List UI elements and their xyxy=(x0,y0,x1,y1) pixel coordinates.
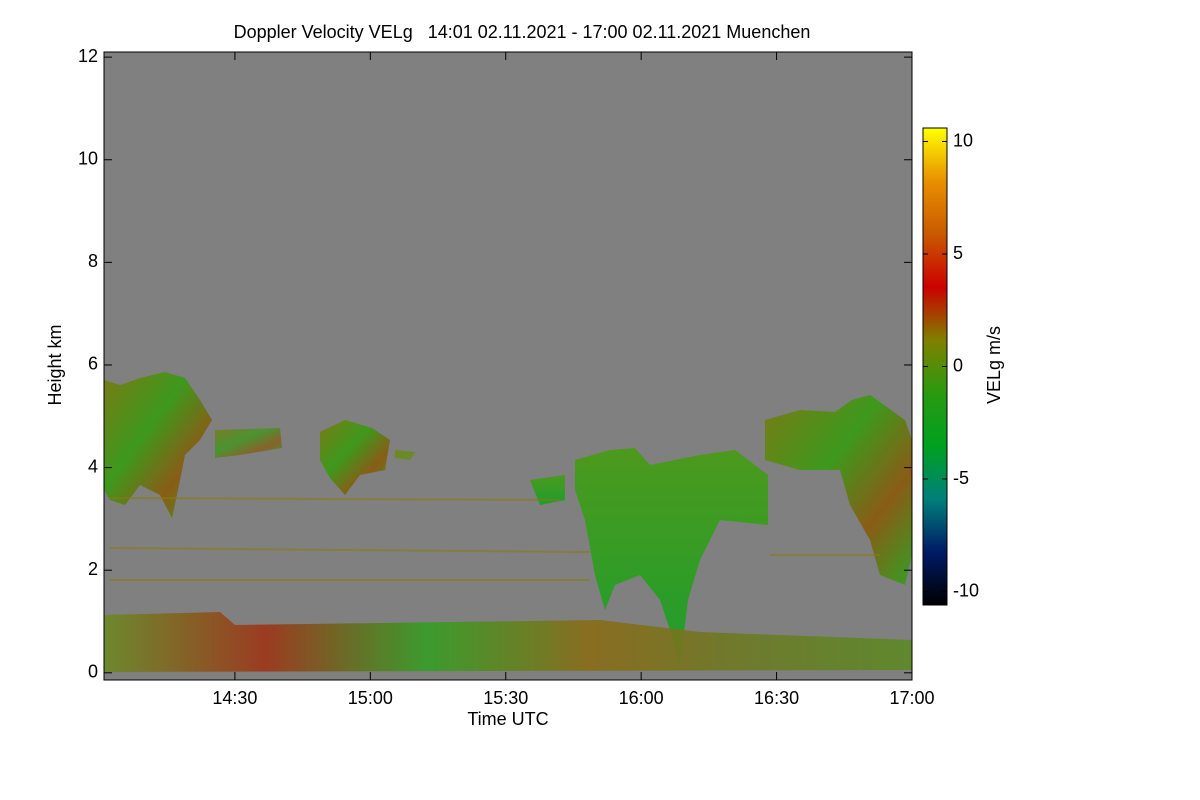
y-tick-label: 4 xyxy=(88,456,98,476)
y-tick-label: 8 xyxy=(88,251,98,271)
x-tick-label: 16:30 xyxy=(754,688,799,708)
plot-frame xyxy=(103,51,913,681)
y-tick-label: 2 xyxy=(88,559,98,579)
plot-background xyxy=(104,52,912,680)
x-tick-label: 14:30 xyxy=(212,688,257,708)
x-tick-label: 16:00 xyxy=(619,688,664,708)
x-tick-label: 17:00 xyxy=(889,688,934,708)
colorbar-tick-label: -5 xyxy=(953,468,969,488)
chart-title: Doppler Velocity VELg 14:01 02.11.2021 -… xyxy=(234,22,811,42)
echo-field xyxy=(104,372,912,672)
colorbar-tick-label: 0 xyxy=(953,355,963,375)
y-tick-label: 0 xyxy=(88,662,98,682)
y-tick-label: 10 xyxy=(78,148,98,168)
colorbar-tick-label: 5 xyxy=(953,243,963,263)
x-tick-label: 15:00 xyxy=(348,688,393,708)
x-tick-label: 15:30 xyxy=(483,688,528,708)
y-axis-label: Height km xyxy=(45,324,65,405)
colorbar-tick-label: 10 xyxy=(953,130,973,150)
colorbar-tick-label: -10 xyxy=(953,580,979,600)
colorbar-label: VELg m/s xyxy=(984,326,1004,404)
x-axis-label: Time UTC xyxy=(467,709,548,729)
y-tick-label: 6 xyxy=(88,354,98,374)
y-tick-label: 12 xyxy=(78,46,98,66)
